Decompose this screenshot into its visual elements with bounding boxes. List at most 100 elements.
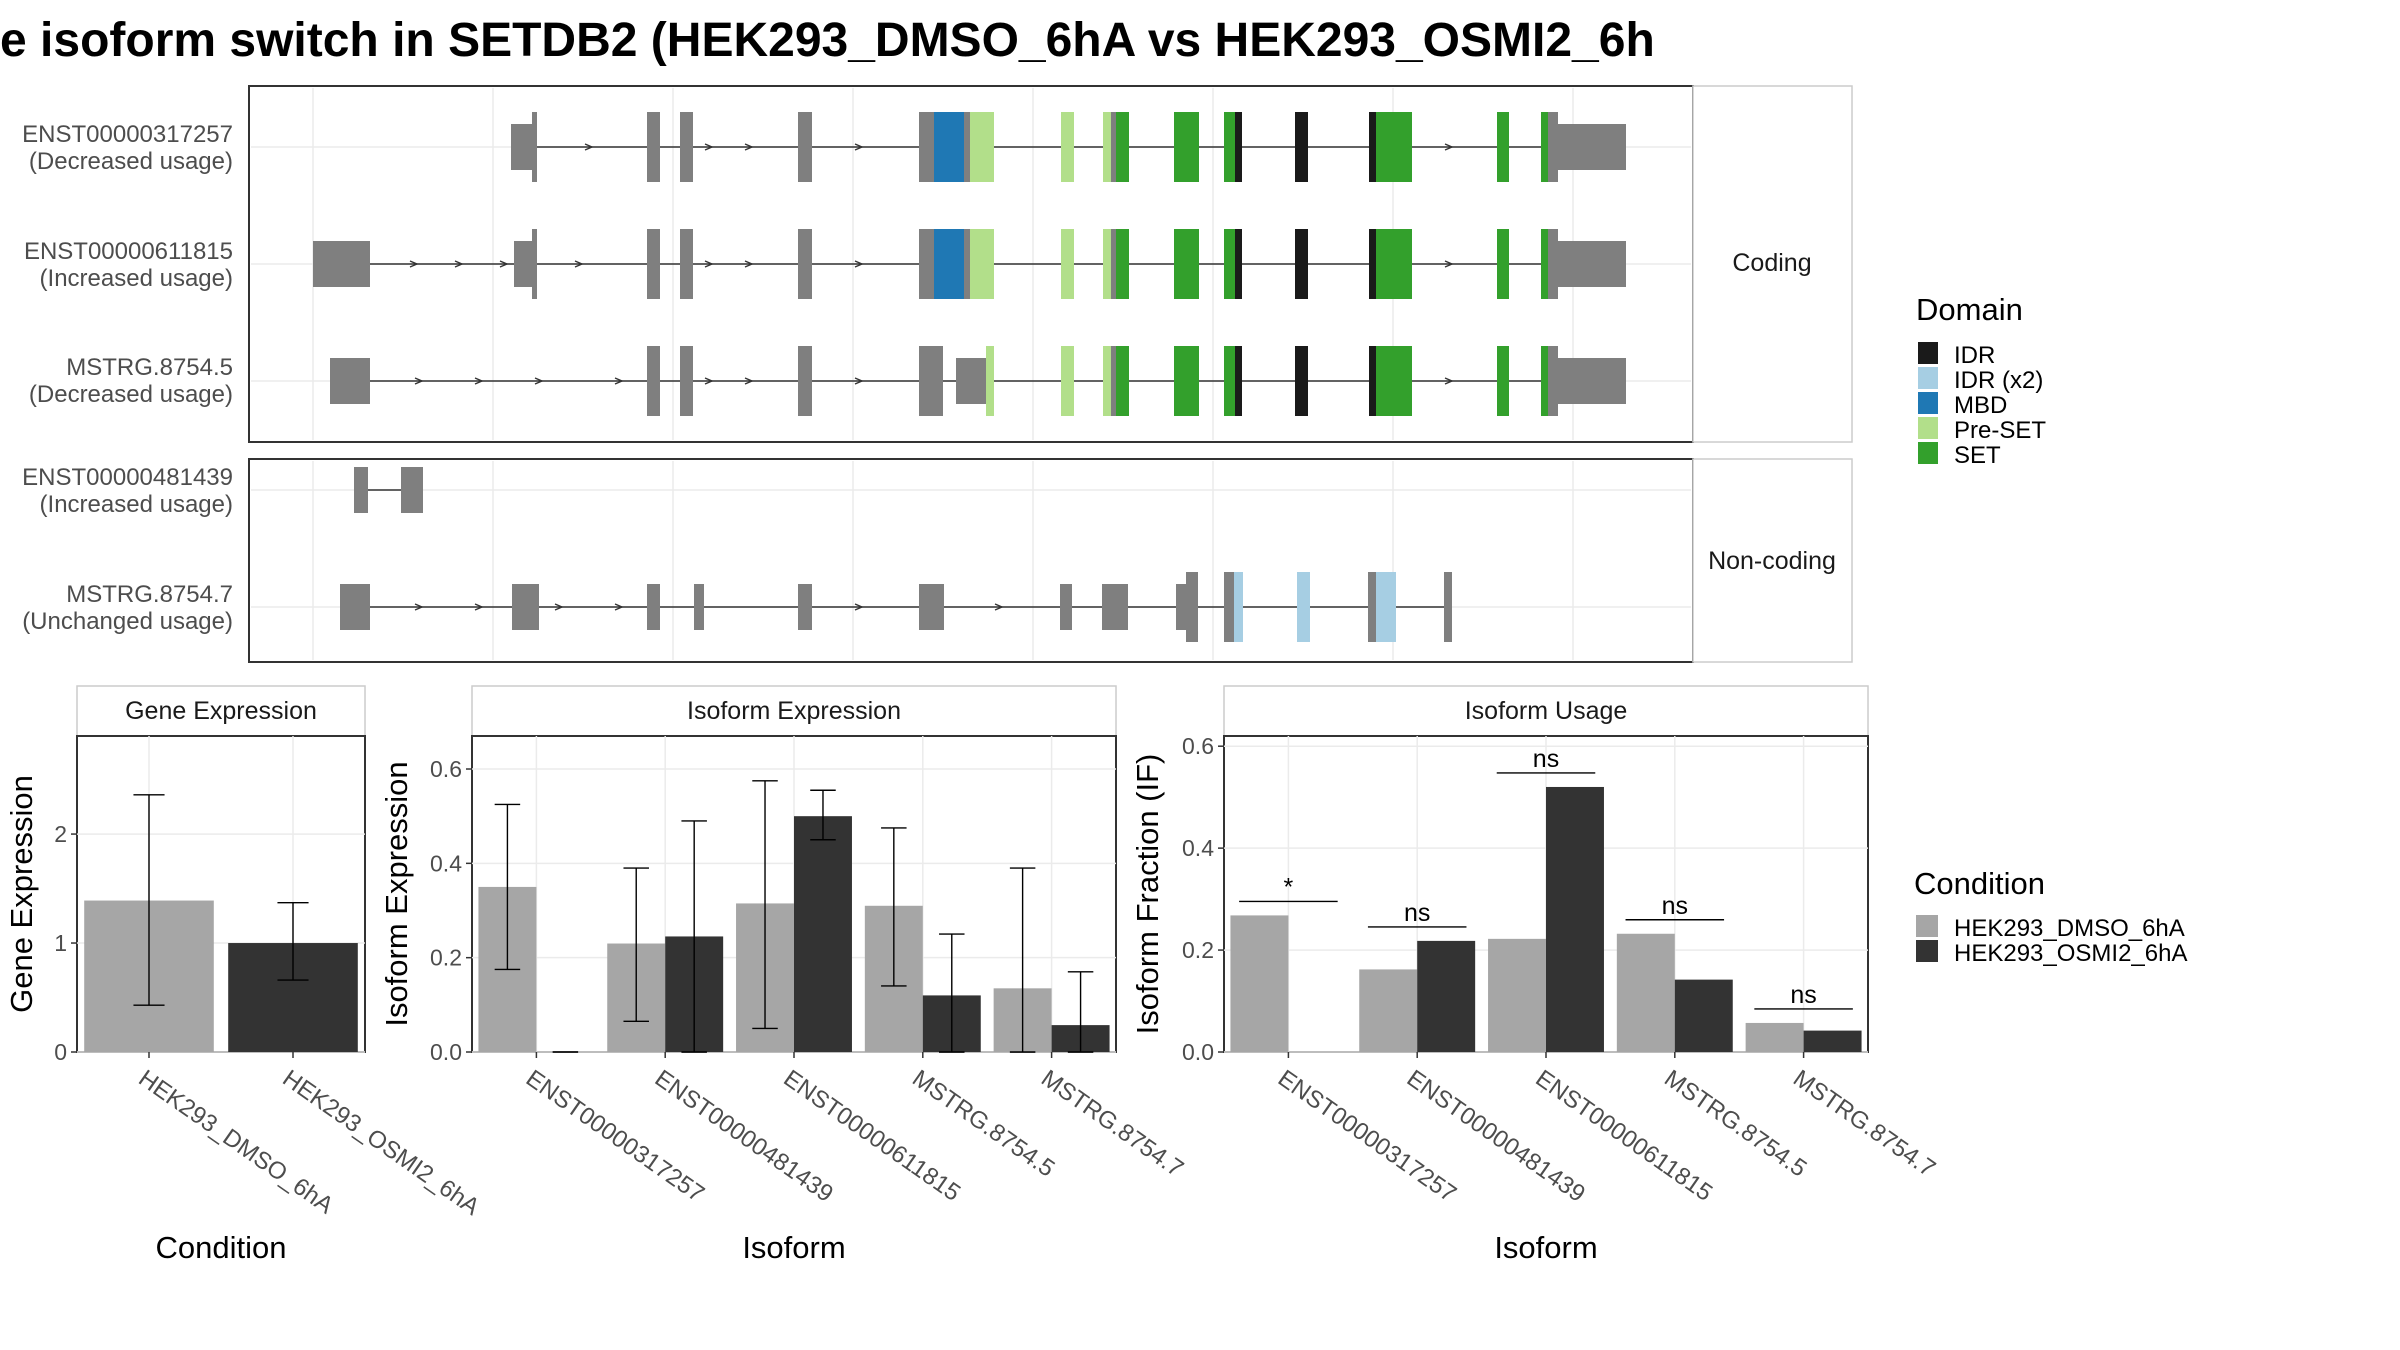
isoform-expression-xtick-label-4: MSTRG.8754.7 — [1036, 1065, 1188, 1183]
legend-swatch-osmi2 — [1916, 940, 1938, 962]
domain-idr-0-16 — [1295, 112, 1308, 182]
exon-0-21 — [1548, 112, 1558, 182]
noncoding-row-1-id: MSTRG.8754.7 — [66, 581, 233, 608]
isoform-expression-title: Isoform Expression — [687, 697, 901, 725]
gene-expression-title: Gene Expression — [125, 697, 317, 725]
exon-1-5 — [798, 229, 812, 299]
noncoding-tracks — [340, 467, 1452, 642]
domain-mbd-0-6 — [934, 112, 964, 182]
domain-set-2-18 — [1541, 346, 1548, 416]
domain-mbd-1-7 — [934, 229, 964, 299]
legend-swatch-idr — [1918, 342, 1938, 364]
strand-arrow-1-5 — [744, 260, 754, 268]
exon-4-6 — [1060, 584, 1072, 630]
noncoding-row-1-usage: (Unchanged usage) — [22, 608, 233, 635]
gene-expression-ytick-label-2: 2 — [54, 821, 67, 847]
domain-idr-x2--4-15 — [1384, 572, 1396, 642]
exon-1-12 — [1111, 229, 1116, 299]
domain-pre-set-1-10 — [1061, 229, 1074, 299]
domain-set-1-21 — [1541, 229, 1548, 299]
domain-set-1-19 — [1376, 229, 1412, 299]
isoform-expression-xlabel: Isoform — [742, 1230, 845, 1265]
noncoding-row-0-usage: (Increased usage) — [40, 491, 233, 518]
exon-0-4 — [798, 112, 812, 182]
isoform-expression-errorbar-dmso-4 — [1009, 867, 1036, 1053]
isoform-expression-errorbar-osmi2-2 — [810, 789, 836, 841]
coding-row-0-id: ENST00000317257 — [22, 121, 233, 148]
strand-arrow-0-0 — [584, 143, 594, 151]
domain-set-0-19 — [1497, 112, 1509, 182]
isoform-usage-bar-dmso-0 — [1230, 915, 1289, 1052]
exon-3-0 — [354, 467, 368, 513]
isoform-expression-ytick-label-3: 0.6 — [430, 756, 462, 782]
exon-0-0 — [511, 124, 532, 170]
isoform-usage-title-strip — [1223, 685, 1869, 737]
strand-arrow-4-2 — [554, 603, 564, 611]
exon-1-4 — [680, 229, 693, 299]
strand-arrow-4-5 — [994, 603, 1004, 611]
isoform-usage-bar-osmi2-1 — [1417, 940, 1476, 1052]
exon-3-1 — [401, 467, 423, 513]
exon-1-8 — [964, 229, 970, 299]
legend-swatch-set — [1918, 442, 1938, 464]
exon-4-0 — [340, 584, 370, 630]
isoform-usage-xlabel: Isoform — [1494, 1230, 1597, 1265]
strand-arrow-1-1 — [454, 260, 464, 268]
isoform-expression-errorbar-dmso-3 — [881, 827, 907, 987]
exon-1-0 — [313, 241, 370, 287]
domain-idr-2-15 — [1369, 346, 1376, 416]
exon-2-5 — [956, 358, 986, 404]
gene-expression-xlabel: Condition — [156, 1230, 287, 1265]
isoform-expression-errorbar-osmi2-3 — [939, 933, 965, 1053]
domain-set-2-16 — [1376, 346, 1412, 416]
legend-label-idr: IDR — [1954, 342, 1995, 369]
legend-label-set: SET — [1954, 442, 2001, 469]
isoform-expression-ytick-label-1: 0.2 — [430, 945, 462, 971]
isoform-usage-bar-osmi2-4 — [1803, 1030, 1862, 1052]
exon-4-5 — [919, 584, 944, 630]
legend-label-pre-set: Pre-SET — [1954, 417, 2046, 444]
legend-label-dmso: HEK293_DMSO_6hA — [1954, 915, 2185, 942]
domain-set-0-18 — [1376, 112, 1412, 182]
condition-legend-title: Condition — [1914, 866, 2045, 901]
exon-2-4 — [919, 346, 943, 416]
strand-arrow-2-7 — [1444, 377, 1454, 385]
exon-2-20 — [1558, 358, 1626, 404]
isoform-usage-bar-dmso-2 — [1488, 938, 1546, 1052]
domain-pre-set-1-11 — [1103, 229, 1111, 299]
isoform-expression-ytick-label-2: 0.4 — [430, 850, 462, 876]
exon-1-6 — [919, 229, 934, 299]
isoform-usage-bar-dmso-3 — [1616, 933, 1675, 1052]
domain-idr-x2--4-12 — [1297, 572, 1310, 642]
domain-set-1-13 — [1116, 229, 1129, 299]
gene-expression-errorbar-0 — [133, 794, 165, 1006]
exon-4-8 — [1176, 584, 1187, 630]
coding-row-2-id: MSTRG.8754.5 — [66, 354, 233, 381]
domain-pre-set-2-8 — [1103, 346, 1111, 416]
strand-arrow-0-1 — [704, 143, 714, 151]
noncoding-strip-label: Non-coding — [1708, 547, 1836, 575]
exon-1-1 — [514, 241, 532, 287]
exon-4-4 — [798, 584, 812, 630]
exon-1-23 — [1558, 241, 1626, 287]
isoform-usage-sig-label-0: * — [1284, 873, 1294, 901]
legend-swatch-pre-set — [1918, 417, 1938, 439]
domain-set-0-20 — [1541, 112, 1548, 182]
isoform-expression-errorbar-osmi2-1 — [681, 820, 707, 1053]
exon-4-10 — [1224, 572, 1234, 642]
exon-2-9 — [1111, 346, 1116, 416]
strand-arrow-4-3 — [614, 603, 624, 611]
noncoding-strip — [1692, 458, 1853, 663]
exon-0-11 — [1111, 112, 1116, 182]
exon-2-3 — [798, 346, 812, 416]
strand-arrow-1-0 — [409, 260, 419, 268]
isoform-usage-ytick-label-2: 0.4 — [1182, 835, 1214, 861]
strand-arrow-1-2 — [499, 260, 509, 268]
coding-strip-label: Coding — [1732, 249, 1811, 277]
isoform-usage-chart: Isoform Usage0.00.20.40.6ENST00000317257… — [1130, 685, 1940, 1265]
isoform-usage-bar-dmso-1 — [1359, 969, 1418, 1052]
domain-pre-set-0-10 — [1103, 112, 1111, 182]
gene-expression-ylabel: Gene Expression — [4, 775, 39, 1013]
gene-expression-ytick-label-0: 0 — [54, 1039, 67, 1065]
